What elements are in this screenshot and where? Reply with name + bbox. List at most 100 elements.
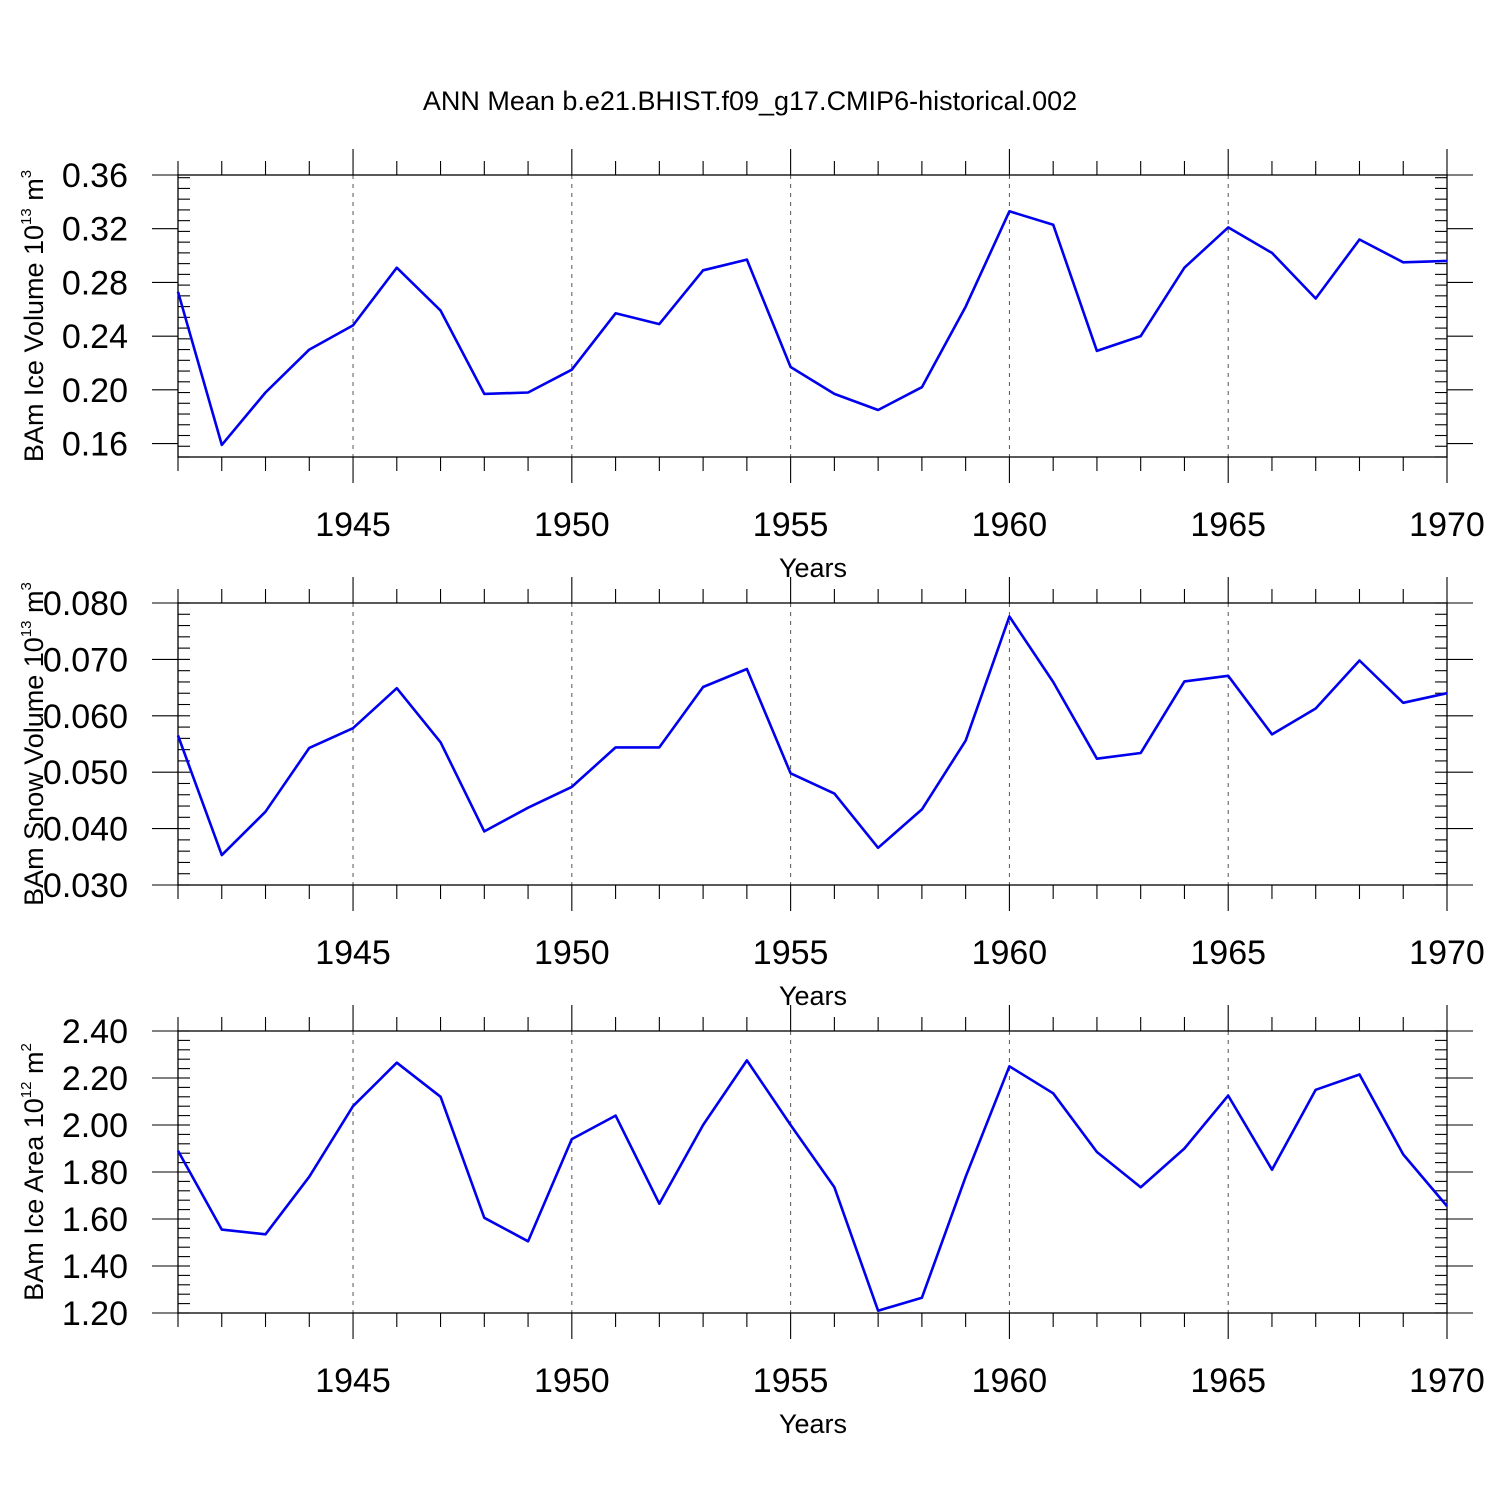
data-point-1951 — [614, 311, 618, 315]
y-tick-label: 0.040 — [43, 811, 128, 849]
x-tick-label: 1945 — [315, 1362, 391, 1400]
series-line — [176, 210, 1448, 447]
series-line — [176, 1059, 1448, 1312]
data-point-1942 — [220, 443, 224, 447]
data-point-1949 — [526, 391, 530, 395]
y-axis-label-text: BAm Snow Volume 10 — [19, 637, 49, 906]
data-point-1966 — [1270, 251, 1274, 255]
chart-panel-3: 1.20 1.40 1.60 1.80 2.00 2.20 2.40 1945 1950 1955… — [18, 1005, 1485, 1439]
data-point-1958 — [920, 385, 924, 389]
chart-panel-1: 0.16 0.20 0.24 0.28 0.32 0.36 1945 1950 1955 1960… — [18, 149, 1485, 583]
y-axis-label: BAm Snow Volume 1013 m3 — [18, 582, 49, 906]
data-point-1961 — [1051, 680, 1055, 684]
y-tick-label: 0.070 — [43, 641, 128, 679]
data-point-1957 — [876, 846, 880, 850]
x-tick-label: 1945 — [315, 506, 391, 544]
x-tick-label: 1960 — [972, 506, 1048, 544]
x-tick-label: 1970 — [1409, 934, 1485, 972]
y-axis-label-superscript: 13 — [18, 621, 35, 638]
data-point-1968 — [1357, 1072, 1361, 1076]
data-point-1968 — [1357, 237, 1361, 241]
data-point-1947 — [439, 309, 443, 313]
data-point-1962 — [1095, 349, 1099, 353]
data-point-1944 — [307, 746, 311, 750]
data-point-1968 — [1357, 659, 1361, 663]
data-point-1947 — [439, 740, 443, 744]
data-point-1959 — [964, 739, 968, 743]
y-axis-label-superscript: 3 — [18, 582, 35, 590]
data-point-1959 — [964, 305, 968, 309]
x-axis-label: Years — [779, 553, 847, 583]
y-tick-label: 2.00 — [62, 1107, 128, 1145]
data-point-1944 — [307, 1175, 311, 1179]
y-tick-label: 2.40 — [62, 1013, 128, 1051]
y-tick-label: 0.24 — [62, 318, 128, 356]
data-point-1969 — [1401, 701, 1405, 705]
y-tick-label: 1.40 — [62, 1248, 128, 1286]
y-tick-label: 0.080 — [43, 585, 128, 623]
y-tick-label: 1.20 — [62, 1295, 128, 1333]
data-point-1969 — [1401, 260, 1405, 264]
y-tick-label: 0.28 — [62, 264, 128, 302]
data-point-1948 — [482, 392, 486, 396]
data-point-1967 — [1314, 706, 1318, 710]
x-tick-label: 1945 — [315, 934, 391, 972]
y-axis-label: BAm Ice Area 1012 m2 — [18, 1043, 49, 1301]
data-point-1965 — [1226, 1094, 1230, 1098]
data-point-1957 — [876, 1309, 880, 1313]
data-point-1961 — [1051, 223, 1055, 227]
y-axis-label-text: m — [19, 1052, 49, 1082]
data-point-1962 — [1095, 1150, 1099, 1154]
data-point-1945 — [351, 726, 355, 730]
x-tick-label: 1955 — [753, 934, 829, 972]
x-tick-label: 1965 — [1190, 934, 1266, 972]
x-tick-label: 1965 — [1190, 1362, 1266, 1400]
x-tick-label: 1950 — [534, 934, 610, 972]
data-point-1965 — [1226, 225, 1230, 229]
plot-frame — [177, 174, 1448, 458]
panels-container: 0.16 0.20 0.24 0.28 0.32 0.36 1945 1950 1955 1960… — [18, 149, 1485, 1439]
data-point-1953 — [701, 1123, 705, 1127]
chart-panel-2: 0.030 0.040 0.050 0.060 0.070 0.080 1945 1950 19… — [18, 577, 1485, 1011]
data-point-1952 — [657, 745, 661, 749]
data-point-1967 — [1314, 1088, 1318, 1092]
data-point-1965 — [1226, 674, 1230, 678]
y-tick-label: 0.20 — [62, 372, 128, 410]
data-point-1954 — [745, 1058, 749, 1062]
data-point-1948 — [482, 1216, 486, 1220]
y-tick-label: 2.20 — [62, 1060, 128, 1098]
data-point-1941 — [176, 290, 180, 294]
x-tick-label: 1955 — [753, 506, 829, 544]
plot-frame — [177, 1030, 1448, 1314]
y-axis-label-superscript: 3 — [18, 170, 35, 178]
data-point-1964 — [1182, 679, 1186, 683]
y-axis-label-text: BAm Ice Volume 10 — [19, 225, 49, 462]
y-tick-label: 0.36 — [62, 157, 128, 195]
y-axis-label-superscript: 2 — [18, 1043, 35, 1051]
data-point-1952 — [657, 322, 661, 326]
data-point-1946 — [395, 686, 399, 690]
data-point-1941 — [176, 1149, 180, 1153]
data-point-1964 — [1182, 266, 1186, 270]
data-point-1954 — [745, 667, 749, 671]
data-point-1953 — [701, 685, 705, 689]
data-point-1950 — [570, 1137, 574, 1141]
data-point-1954 — [745, 258, 749, 262]
data-point-1946 — [395, 266, 399, 270]
x-tick-label: 1950 — [534, 1362, 610, 1400]
data-point-1957 — [876, 408, 880, 412]
data-point-1970 — [1445, 259, 1449, 263]
data-point-1947 — [439, 1095, 443, 1099]
data-point-1943 — [264, 1232, 268, 1236]
y-axis-label-superscript: 13 — [18, 208, 35, 225]
data-point-1950 — [570, 785, 574, 789]
data-point-1948 — [482, 829, 486, 833]
y-tick-label: 0.060 — [43, 698, 128, 736]
data-point-1946 — [395, 1061, 399, 1065]
data-point-1964 — [1182, 1147, 1186, 1151]
y-axis-label-text: m — [19, 178, 49, 208]
data-point-1949 — [526, 1239, 530, 1243]
data-point-1951 — [614, 1114, 618, 1118]
data-point-1960 — [1007, 1064, 1011, 1068]
